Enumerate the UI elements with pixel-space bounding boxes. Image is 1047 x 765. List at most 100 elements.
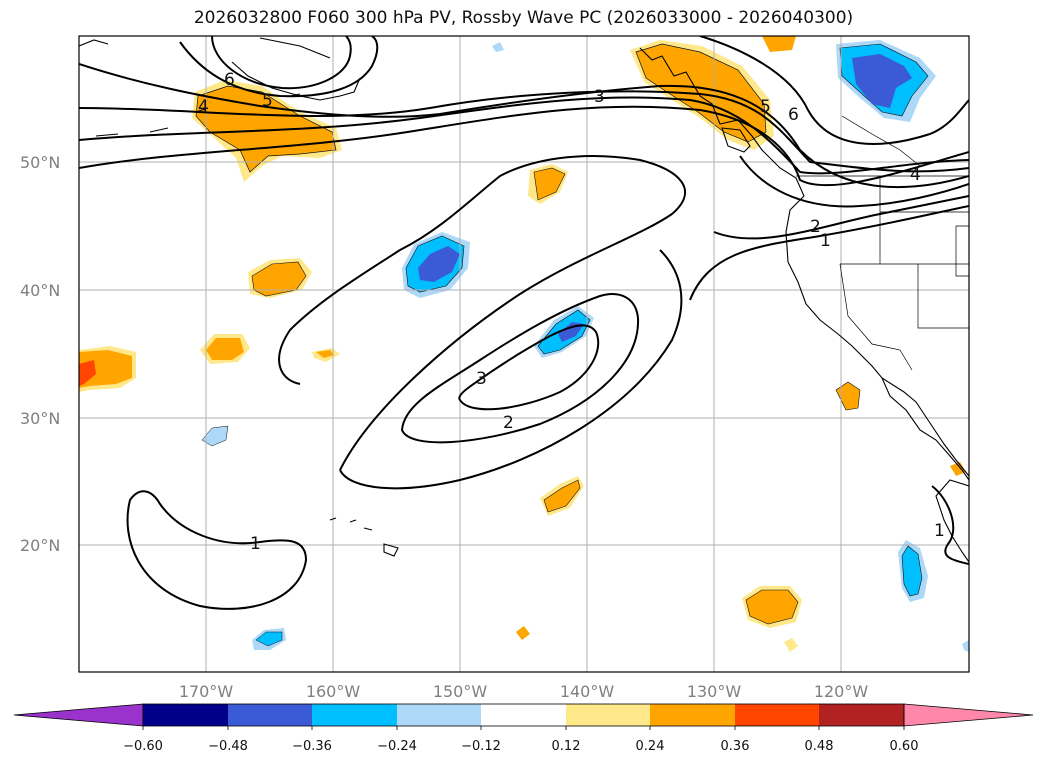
anomaly-fill-top-edge: [762, 36, 796, 52]
anomaly-fill-small-b: [784, 638, 798, 652]
contour-label-1-south: 1: [250, 534, 261, 554]
contour-upper-6: [211, 36, 352, 90]
colorbar-bin-7: [650, 704, 735, 726]
anomaly-fill-small-a: [516, 626, 530, 640]
vancouver-island: [721, 127, 751, 153]
contour-label-3-north: 3: [594, 87, 605, 107]
contour-trough-outer: [278, 155, 686, 471]
contour-upper-4: [79, 63, 969, 189]
colorbar-over-triangle: [903, 703, 1034, 727]
anomaly-fill-tiny-a: [492, 42, 504, 52]
colorbar-bin-8: [735, 704, 819, 726]
colorbar-label-m048: −0.48: [208, 739, 248, 754]
contour-label-1-southeast: 1: [934, 521, 945, 541]
contour-two-right: [713, 195, 969, 240]
anomaly-fill-ne-corner-core: [852, 54, 912, 108]
pv-contours: [79, 36, 969, 610]
contour-trough-3: [458, 324, 600, 411]
anomaly-fill-trough-core: [558, 322, 584, 342]
anomaly-fill-subtrop-a-core: [543, 479, 581, 513]
map-plot-area: 6 4 5 3 5 6 4 2 1 3 2 1 1: [79, 36, 969, 672]
anomaly-fill-west-small: [201, 425, 229, 447]
lat-tick-20n: 20°N: [20, 536, 60, 555]
state-border-f: [955, 225, 969, 277]
anomaly-fill-gulf-core: [533, 167, 566, 201]
contour-label-1-east: 1: [820, 231, 831, 251]
colorbar-label-m036: −0.36: [292, 739, 332, 754]
contour-label-5-east: 5: [760, 97, 771, 117]
state-border-e: [839, 263, 913, 371]
coastlines: [79, 37, 969, 563]
anomaly-fill-mexico-core: [901, 545, 923, 597]
contour-one-se: [931, 485, 969, 565]
contour-trough-loop-1: [339, 249, 683, 490]
anomaly-fill-west-a-core: [251, 261, 307, 297]
anomaly-fill-central-core: [418, 246, 460, 282]
hawaiian-islands: [329, 517, 399, 557]
colorbar-label-024: 0.24: [636, 739, 665, 754]
colorbar-outline: [142, 703, 905, 727]
alaska-canada-border: [841, 115, 921, 167]
contour-upper-1: [79, 105, 969, 187]
contour-label-2-east: 2: [810, 217, 821, 237]
anomaly-fill-edge-left-max: [79, 360, 96, 386]
colorbar-label-048: 0.48: [805, 739, 834, 754]
contour-upper-5: [179, 36, 379, 98]
colorbar-bin-2: [228, 704, 312, 726]
contour-label-4-west: 4: [198, 97, 209, 117]
mexico-coast: [935, 479, 969, 563]
map-gridlines: [79, 36, 969, 672]
colorbar-under-triangle: [13, 703, 144, 727]
lon-tick-120w: 120°W: [814, 682, 869, 701]
colorbar-label-012: 0.12: [552, 739, 581, 754]
colorbar-label-m024: −0.24: [377, 739, 417, 754]
alaska-fragment: [79, 39, 109, 47]
contour-label-4-east: 4: [910, 165, 921, 185]
colorbar-bin-4: [397, 704, 481, 726]
colorbar-label-m060: −0.60: [123, 739, 163, 754]
anomaly-fill-south-a-core: [255, 631, 283, 647]
contour-six-right: [699, 36, 969, 145]
contour-label-2-trough: 2: [503, 413, 514, 433]
anomaly-fill-west-b-core: [206, 338, 244, 360]
colorbar-bin-3: [312, 704, 397, 726]
contour-label-6-east: 6: [788, 105, 799, 125]
contour-one-right: [689, 205, 969, 301]
colorbar-bin-5: [481, 704, 566, 726]
contour-trough-2: [400, 293, 640, 444]
lon-tick-160w: 160°W: [306, 682, 361, 701]
pv-anomaly-negative: [201, 40, 969, 652]
anomaly-fill-edge-left-core: [79, 350, 132, 388]
colorbar-bin-1: [143, 704, 228, 726]
anomaly-fill-baja: [835, 381, 861, 411]
contour-one-south: [126, 490, 308, 610]
contour-label-5-west: 5: [262, 91, 273, 111]
lon-tick-150w: 150°W: [433, 682, 488, 701]
state-border-c: [917, 264, 969, 329]
anomaly-fill-tiny-b: [962, 640, 969, 652]
aleutian-islands: [95, 93, 301, 137]
contour-label-3-trough: 3: [476, 369, 487, 389]
lat-tick-30n: 30°N: [20, 409, 60, 428]
colorbar-label-060: 0.60: [890, 739, 919, 754]
north-america-coast: [639, 47, 969, 477]
contour-label-6-west: 6: [224, 70, 235, 90]
colorbar: −0.60 −0.48 −0.36 −0.24 −0.12 0.12 0.24 …: [13, 703, 1034, 754]
pv-anomaly-positive: [79, 36, 966, 652]
lat-tick-labels: 50°N 40°N 30°N 20°N: [20, 153, 60, 555]
lon-tick-labels: 170°W 160°W 150°W 140°W 130°W 120°W: [179, 682, 869, 701]
map-title: 2026032800 F060 300 hPa PV, Rossby Wave …: [193, 8, 854, 28]
lon-tick-170w: 170°W: [179, 682, 234, 701]
colorbar-tick-marks: [142, 726, 905, 730]
map-border: [78, 35, 970, 673]
lat-tick-40n: 40°N: [20, 281, 60, 300]
anomaly-fill-subtrop-b-core: [745, 589, 799, 625]
lon-tick-130w: 130°W: [687, 682, 742, 701]
contour-labels: 6 4 5 3 5 6 4 2 1 3 2 1 1: [198, 70, 945, 554]
colorbar-label-m012: −0.12: [461, 739, 501, 754]
contour-four-right: [739, 155, 969, 208]
colorbar-bin-6: [566, 704, 650, 726]
colorbar-label-036: 0.36: [721, 739, 750, 754]
lat-tick-50n: 50°N: [20, 153, 60, 172]
